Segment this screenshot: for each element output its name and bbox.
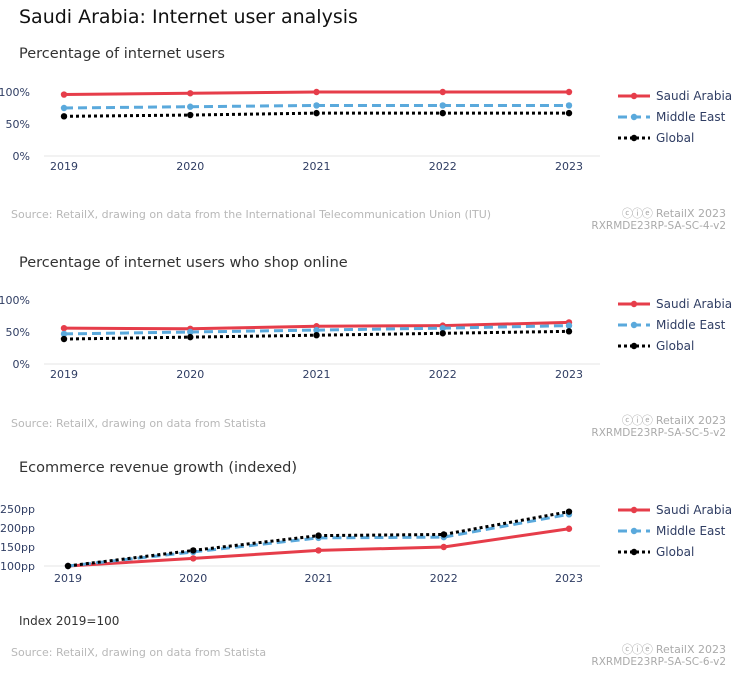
legend-item-global[interactable]: Global [618, 127, 732, 148]
x-tick-label: 2023 [555, 572, 583, 585]
data-point-saudi-arabia [565, 88, 573, 96]
y-tick-label: 0% [13, 358, 30, 371]
data-point-global [60, 113, 68, 120]
data-point-global [313, 332, 320, 339]
chart-1-legend: Saudi Arabia Middle East Global [618, 85, 732, 148]
legend-item-saudi-arabia[interactable]: Saudi Arabia [618, 85, 732, 106]
legend-item-middle-east[interactable]: Middle East [618, 520, 732, 541]
x-tick-label: 2020 [176, 368, 204, 381]
legend-item-saudi-arabia[interactable]: Saudi Arabia [618, 293, 732, 314]
x-tick-label: 2019 [50, 160, 78, 173]
chart-3-code: RXRMDE23RP-SA-SC-6-v2 [591, 656, 726, 668]
data-point-middle-east [187, 103, 194, 110]
chart-2-legend: Saudi Arabia Middle East Global [618, 293, 732, 356]
y-tick-label: 100pp [0, 560, 35, 573]
x-tick-label: 2023 [555, 368, 583, 381]
y-tick-label: 50% [6, 326, 30, 339]
x-tick-label: 2022 [429, 160, 457, 173]
data-point-global [439, 109, 446, 117]
chart-1-brand: ⓒⓘⓔ RetailX 2023 [621, 207, 726, 220]
data-point-global [565, 508, 573, 515]
legend-item-middle-east[interactable]: Middle East [618, 106, 732, 127]
legend-item-global[interactable]: Global [618, 335, 732, 356]
data-point-middle-east [439, 102, 446, 109]
cc-license-icon: ⓒⓘⓔ [621, 207, 653, 220]
cc-license-icon: ⓒⓘⓔ [621, 414, 653, 427]
data-point-saudi-arabia [565, 525, 573, 532]
data-point-saudi-arabia [313, 88, 320, 96]
x-tick-label: 2020 [179, 572, 207, 585]
x-tick-label: 2021 [303, 160, 331, 173]
y-tick-label: 0% [13, 150, 30, 163]
data-point-global [440, 531, 447, 538]
data-point-global [565, 109, 573, 117]
data-point-middle-east [187, 328, 194, 336]
legend-item-global[interactable]: Global [618, 541, 732, 562]
chart-2-brand: ⓒⓘⓔ RetailX 2023 [621, 414, 726, 427]
data-point-global [64, 562, 72, 570]
x-tick-label: 2022 [429, 368, 457, 381]
x-tick-label: 2019 [50, 368, 78, 381]
chart-3-title: Ecommerce revenue growth (indexed) [19, 460, 298, 476]
chart-2-source: Source: RetailX, drawing on data from St… [11, 417, 267, 430]
chart-3-source: Source: RetailX, drawing on data from St… [11, 646, 267, 659]
y-tick-label: 100% [0, 294, 30, 307]
chart-2-code: RXRMDE23RP-SA-SC-5-v2 [591, 427, 726, 439]
data-point-saudi-arabia [190, 555, 197, 562]
chart-1-code: RXRMDE23RP-SA-SC-4-v2 [591, 220, 726, 232]
chart-1-title: Percentage of internet users [19, 46, 225, 62]
y-tick-label: 150pp [0, 541, 35, 554]
x-tick-label: 2021 [303, 368, 331, 381]
chart-3-brand: ⓒⓘⓔ RetailX 2023 [621, 643, 726, 656]
legend-item-middle-east[interactable]: Middle East [618, 314, 732, 335]
data-point-global [187, 333, 194, 341]
data-point-global [60, 335, 68, 343]
y-tick-label: 50% [6, 118, 30, 131]
y-tick-label: 250pp [0, 503, 35, 516]
data-point-global [313, 109, 320, 117]
data-point-middle-east [313, 102, 320, 109]
data-point-middle-east [60, 104, 68, 112]
x-tick-label: 2021 [305, 572, 333, 585]
data-point-middle-east [313, 326, 320, 334]
cc-license-icon: ⓒⓘⓔ [621, 643, 653, 656]
data-point-global [565, 328, 573, 335]
x-tick-label: 2022 [430, 572, 458, 585]
y-tick-label: 100% [0, 86, 30, 99]
data-point-middle-east [565, 102, 573, 109]
chart-2-title: Percentage of internet users who shop on… [19, 255, 348, 271]
x-tick-label: 2020 [176, 160, 204, 173]
chart-3-legend: Saudi Arabia Middle East Global [618, 499, 732, 562]
data-point-middle-east [439, 324, 446, 332]
data-point-global [187, 111, 194, 119]
data-point-global [439, 330, 446, 337]
data-point-global [190, 547, 197, 554]
chart-3-note: Index 2019=100 [19, 614, 120, 628]
data-point-saudi-arabia [315, 547, 322, 554]
x-tick-label: 2023 [555, 160, 583, 173]
chart-1-source: Source: RetailX, drawing on data from th… [11, 208, 492, 221]
x-tick-label: 2019 [54, 572, 82, 585]
legend-item-saudi-arabia[interactable]: Saudi Arabia [618, 499, 732, 520]
page-title: Saudi Arabia: Internet user analysis [19, 6, 358, 28]
data-point-global [315, 532, 322, 539]
data-point-saudi-arabia [187, 90, 194, 97]
data-point-middle-east [60, 330, 68, 338]
data-point-saudi-arabia [440, 543, 447, 551]
y-tick-label: 200pp [0, 522, 35, 535]
data-point-saudi-arabia [60, 324, 68, 332]
data-point-saudi-arabia [60, 91, 68, 98]
data-point-middle-east [565, 322, 573, 329]
data-point-saudi-arabia [439, 88, 446, 96]
